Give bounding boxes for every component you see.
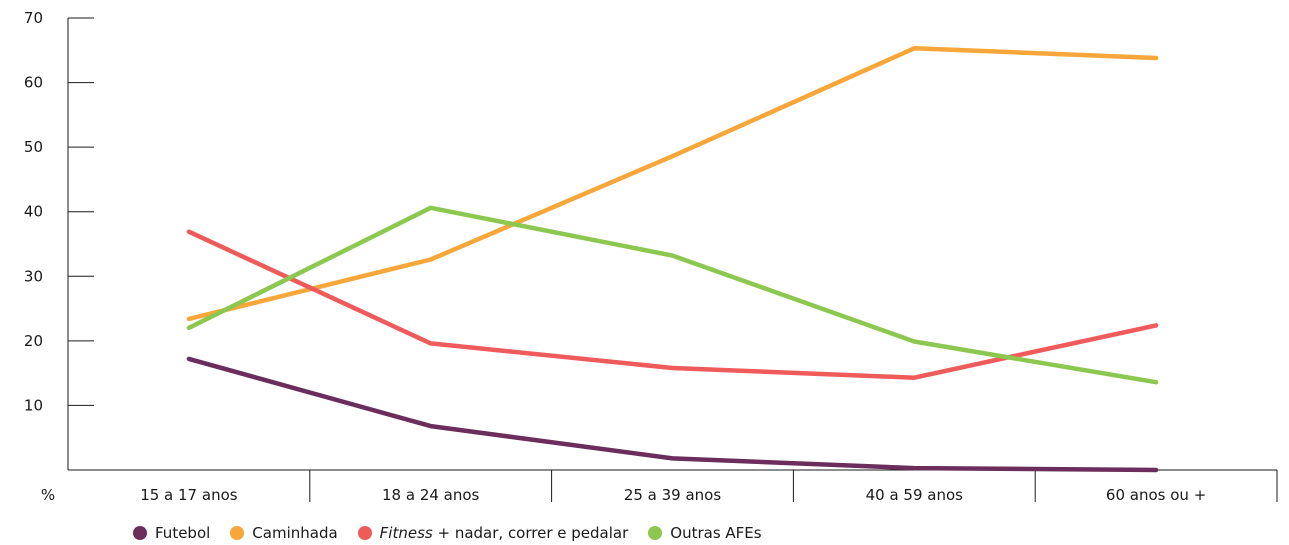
axes: 10 20 30 40 50 60 70% 15 a 17 anos 18 a 24 anos 2… <box>24 9 1278 504</box>
legend-swatch-fitness <box>357 526 372 540</box>
y-tick-label: 60 <box>24 74 43 92</box>
series-line-fitness <box>186 229 1159 380</box>
legend-item-outras-afes: Outras AFEs <box>648 524 762 542</box>
legend-label-futebol: Futebol <box>155 524 211 542</box>
legend-item-fitness: Fitness + nadar, correr e pedalar <box>357 524 629 542</box>
series-line-outras-afes <box>186 205 1159 385</box>
y-tick-label: 70 <box>24 9 43 27</box>
y-tick-label: 50 <box>24 138 43 156</box>
y-tick-label: 20 <box>24 332 43 350</box>
legend-swatch-outras-afes <box>648 526 663 540</box>
series-line-futebol <box>186 356 1159 473</box>
y-tick-label: 30 <box>24 267 43 285</box>
legend-label-fitness: Fitness + nadar, correr e pedalar <box>380 524 629 542</box>
legend-item-futebol: Futebol <box>133 524 210 542</box>
x-tick-label: 18 a 24 anos <box>382 486 480 504</box>
legend-label-fitness-italic: Fitness <box>379 524 433 542</box>
legend-label-outras-afes: Outras AFEs <box>670 524 762 542</box>
y-axis-unit-label: % <box>41 486 55 504</box>
x-tick-label: 40 a 59 anos <box>866 486 964 504</box>
series-line-caminhada <box>186 46 1159 322</box>
legend: Futebol Caminhada Fitness + nadar, corre… <box>133 523 782 543</box>
legend-label-caminhada: Caminhada <box>252 524 338 542</box>
legend-swatch-caminhada <box>230 526 245 540</box>
series-lines <box>186 46 1159 473</box>
legend-item-caminhada: Caminhada <box>230 524 338 542</box>
x-tick-label: 60 anos ou + <box>1106 486 1206 504</box>
x-tick-label: 25 a 39 anos <box>624 486 722 504</box>
y-tick-label: 40 <box>24 203 43 221</box>
legend-label-fitness-rest: + nadar, correr e pedalar <box>432 524 629 542</box>
legend-swatch-futebol <box>133 526 147 540</box>
x-tick-label: 15 a 17 anos <box>140 486 238 504</box>
y-tick-label: 10 <box>24 396 43 414</box>
